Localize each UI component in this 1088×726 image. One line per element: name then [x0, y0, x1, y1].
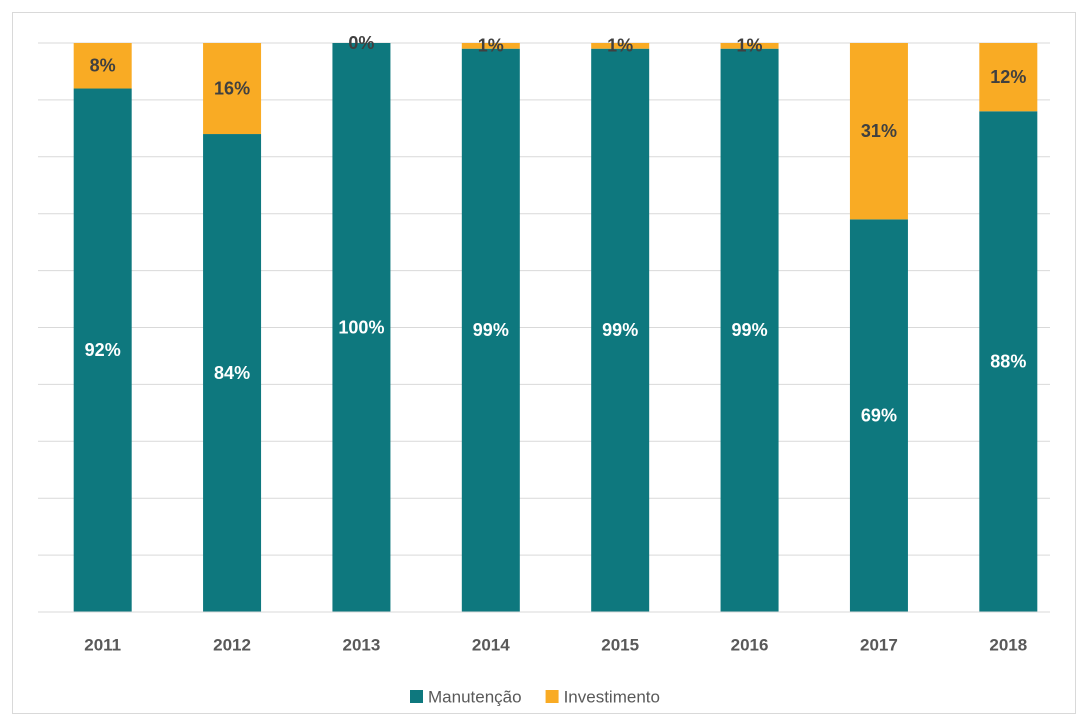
- data-label: 100%: [338, 317, 384, 337]
- bar-segment: [591, 48, 650, 612]
- bar-segment: [849, 43, 908, 220]
- bar-segment: [979, 43, 1038, 112]
- bar-segment: [461, 48, 520, 612]
- x-tick-label: 2018: [989, 635, 1027, 654]
- data-label: 16%: [214, 78, 250, 98]
- bar-segment: [203, 134, 262, 613]
- data-label: 8%: [90, 56, 116, 76]
- bar-segment: [591, 43, 650, 49]
- legend-swatch: [410, 690, 423, 703]
- data-label: 1%: [607, 36, 633, 56]
- x-tick-label: 2016: [731, 635, 769, 654]
- bar-segment: [203, 43, 262, 135]
- data-label: 31%: [861, 121, 897, 141]
- bar-segment: [720, 43, 779, 49]
- bar-segment: [979, 111, 1038, 612]
- bar-segment: [720, 48, 779, 612]
- data-label: 0%: [348, 33, 374, 53]
- legend-swatch: [545, 690, 559, 703]
- bar-segment: [461, 43, 520, 49]
- x-tick-label: 2011: [84, 635, 121, 654]
- x-tick-label: 2015: [601, 635, 639, 654]
- x-tick-label: 2012: [213, 635, 251, 654]
- bar-segment: [332, 43, 391, 612]
- bar-segment: [73, 43, 132, 89]
- chart-frame: [12, 12, 1076, 714]
- bar-segment: [849, 219, 908, 612]
- data-label: 84%: [214, 363, 250, 383]
- data-label: 12%: [990, 67, 1026, 87]
- legend-label: Investimento: [564, 687, 660, 706]
- data-label: 99%: [732, 320, 768, 340]
- data-label: 99%: [473, 320, 509, 340]
- bar-segment: [73, 88, 132, 612]
- data-label: 88%: [990, 351, 1026, 371]
- data-label: 1%: [478, 36, 504, 56]
- data-label: 99%: [602, 320, 638, 340]
- data-label: 92%: [85, 340, 121, 360]
- data-label: 69%: [861, 405, 897, 425]
- x-tick-label: 2014: [472, 635, 510, 654]
- legend-label: Manutenção: [428, 687, 522, 706]
- data-label: 1%: [737, 36, 763, 56]
- x-tick-label: 2017: [860, 635, 898, 654]
- x-tick-label: 2013: [343, 635, 381, 654]
